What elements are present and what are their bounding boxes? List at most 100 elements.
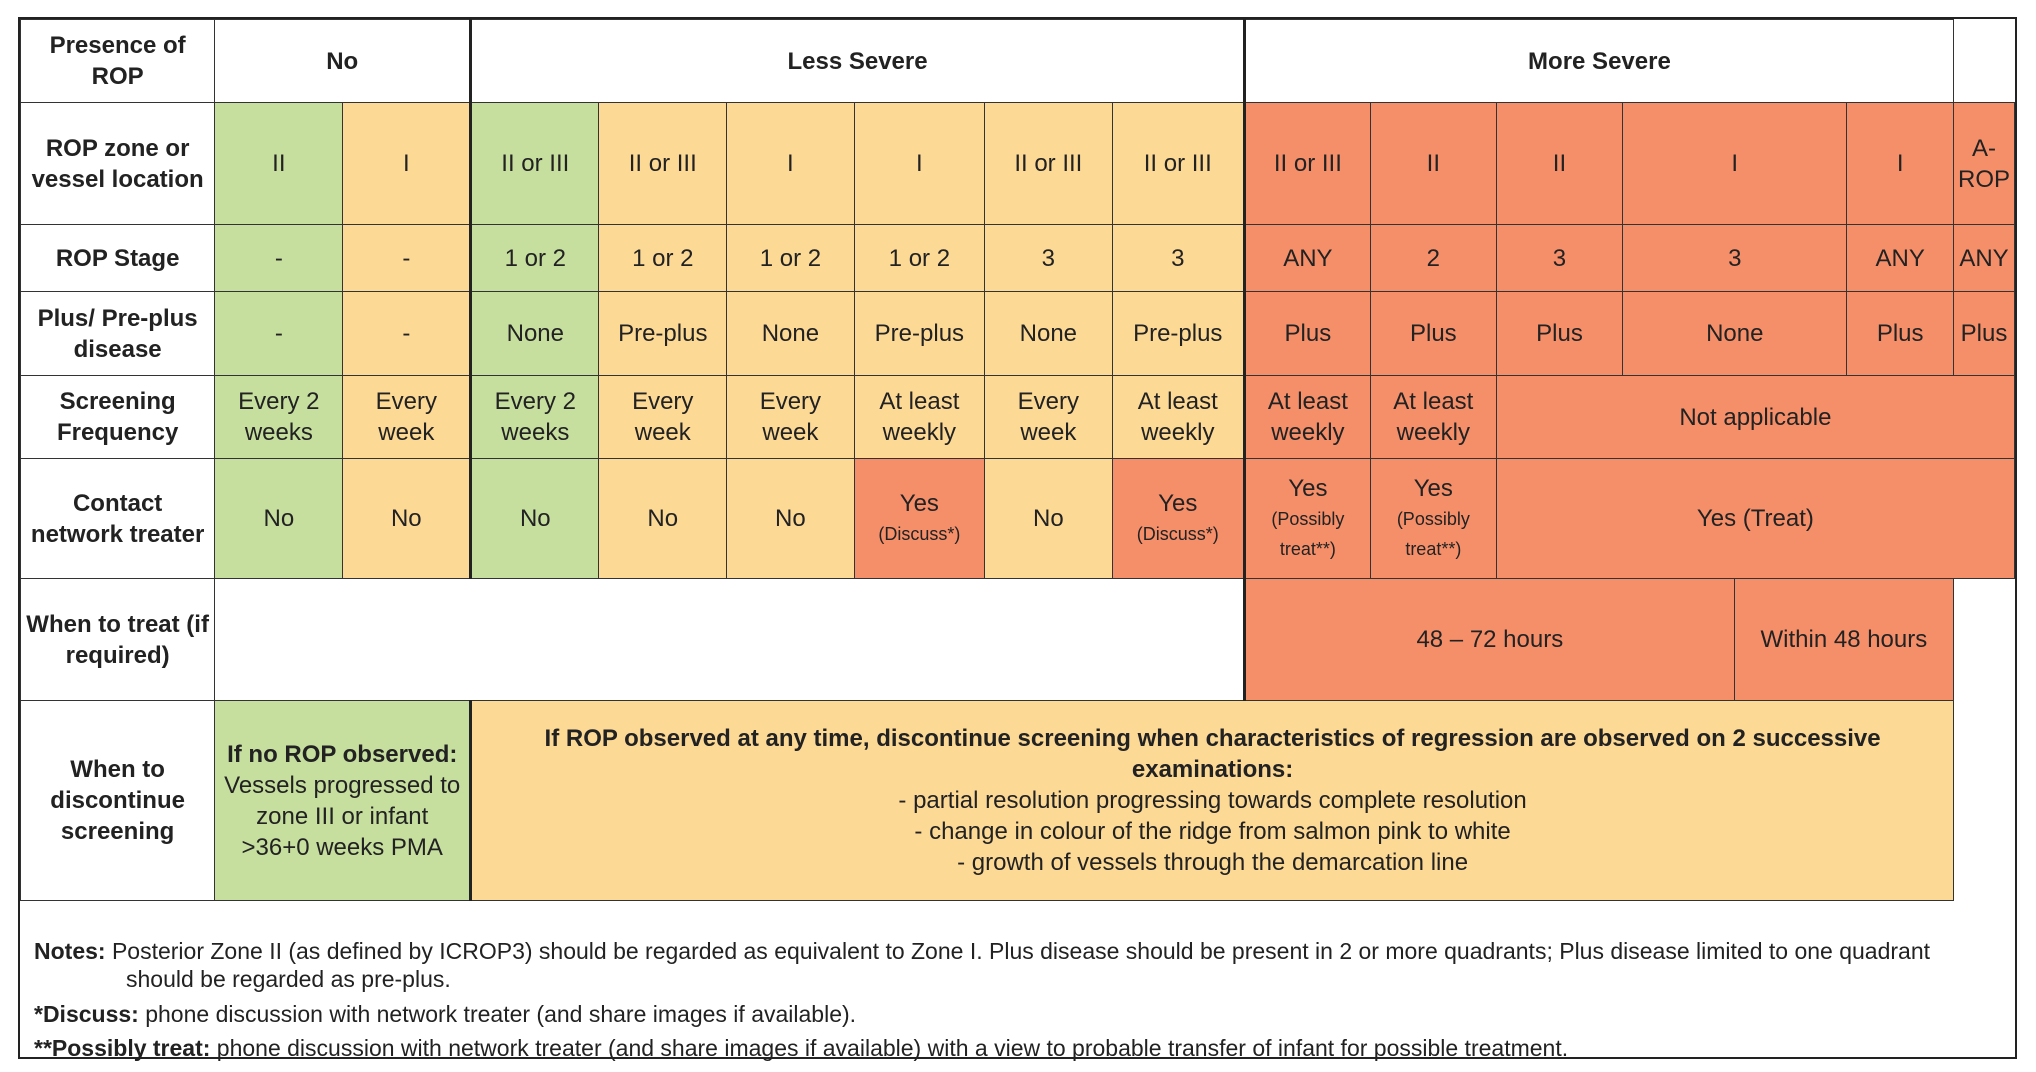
rop-screening-table-frame: Presence of ROP No Less Severe More Seve…	[18, 17, 2017, 1062]
frequency-cell: At least weekly	[1369, 375, 1497, 459]
stage-cell: 3	[1495, 224, 1624, 292]
row-zone: ROP zone or vessel location II I II or I…	[19, 102, 2016, 225]
frequency-cell: At least weekly	[1242, 375, 1371, 459]
plus-cell: -	[342, 291, 472, 376]
frequency-cell: Not applicable	[1495, 375, 2016, 459]
stage-cell: 1 or 2	[726, 224, 855, 292]
note-discuss: *Discuss: phone discussion with network …	[34, 1000, 2001, 1028]
discontinue-rop-observed: If ROP observed at any time, discontinue…	[469, 700, 1954, 901]
plus-cell: -	[214, 291, 344, 376]
rop-screening-table: Presence of ROP No Less Severe More Seve…	[19, 19, 2016, 901]
group-less-severe: Less Severe	[469, 19, 1245, 103]
row-label-zone: ROP zone or vessel location	[19, 102, 216, 225]
note-label: *Discuss:	[34, 1001, 139, 1027]
stage-cell: ANY	[1952, 224, 2016, 292]
when-treat-empty	[214, 578, 1245, 701]
zone-cell: II	[214, 102, 344, 225]
frequency-cell: Every week	[726, 375, 855, 459]
group-no: No	[214, 19, 472, 103]
stage-cell: 3	[1111, 224, 1245, 292]
note-label: **Possibly treat:	[34, 1035, 211, 1061]
contact-discuss-note: (Discuss*)	[878, 524, 961, 544]
row-label-stage: ROP Stage	[19, 224, 216, 292]
note-posterior-zone: Notes: Posterior Zone II (as defined by …	[34, 937, 2001, 993]
row-plus: Plus/ Pre-plus disease - - None Pre-plus…	[19, 291, 2016, 376]
group-more-severe: More Severe	[1242, 19, 1954, 103]
zone-cell: I	[853, 102, 986, 225]
zone-cell: II or III	[469, 102, 600, 225]
contact-cell: No	[214, 458, 344, 579]
stage-cell: ANY	[1242, 224, 1371, 292]
row-label-frequency: Screening Frequency	[19, 375, 216, 459]
notes-section: Notes: Posterior Zone II (as defined by …	[20, 910, 2015, 1062]
zone-cell: II or III	[984, 102, 1113, 225]
discontinue-rop-title: If ROP observed at any time, discontinue…	[544, 725, 1881, 783]
contact-possibly-note: (Possibly treat**)	[1396, 509, 1470, 559]
stage-cell: 1 or 2	[469, 224, 600, 292]
plus-cell: Plus	[1242, 291, 1371, 376]
plus-cell: Plus	[1369, 291, 1497, 376]
stage-cell: -	[342, 224, 472, 292]
row-frequency: Screening Frequency Every 2 weeks Every …	[19, 375, 2016, 459]
note-text: phone discussion with network treater (a…	[138, 1001, 857, 1027]
plus-cell: None	[726, 291, 855, 376]
when-treat-48-72: 48 – 72 hours	[1242, 578, 1735, 701]
frequency-cell: At least weekly	[853, 375, 986, 459]
zone-cell: I	[1622, 102, 1848, 225]
contact-cell: No	[598, 458, 728, 579]
zone-cell: II	[1369, 102, 1497, 225]
row-label-discontinue: When to discontinue screening	[19, 700, 216, 901]
discontinue-bullet: - partial resolution progressing towards…	[898, 787, 1527, 814]
stage-cell: 2	[1369, 224, 1497, 292]
contact-cell: Yes (Discuss*)	[853, 458, 986, 579]
plus-cell: Plus	[1952, 291, 2016, 376]
row-presence: Presence of ROP No Less Severe More Seve…	[19, 19, 2015, 103]
zone-cell: I	[342, 102, 472, 225]
contact-yes: Yes	[899, 490, 939, 517]
plus-cell: None	[469, 291, 600, 376]
row-when-treat: When to treat (if required) 48 – 72 hour…	[19, 578, 2015, 701]
note-text: Posterior Zone II (as defined by ICROP3)…	[105, 938, 1931, 992]
discontinue-no-rop-body: Vessels progressed to zone III or infant…	[224, 771, 461, 861]
contact-cell: No	[342, 458, 472, 579]
zone-cell: I	[1846, 102, 1954, 225]
row-discontinue: When to discontinue screening If no ROP …	[19, 700, 2015, 901]
frequency-cell: Every week	[984, 375, 1113, 459]
stage-cell: -	[214, 224, 344, 292]
zone-cell: I	[726, 102, 855, 225]
note-text: phone discussion with network treater (a…	[210, 1035, 1569, 1061]
zone-cell: II or III	[598, 102, 728, 225]
frequency-cell: At least weekly	[1111, 375, 1245, 459]
frequency-cell: Every 2 weeks	[214, 375, 344, 459]
discontinue-no-rop: If no ROP observed: Vessels progressed t…	[214, 700, 472, 901]
plus-cell: Pre-plus	[598, 291, 728, 376]
discontinue-bullet: - change in colour of the ridge from sal…	[914, 818, 1511, 845]
row-label-presence: Presence of ROP	[19, 19, 216, 103]
note-possibly-treat: **Possibly treat: phone discussion with …	[34, 1034, 2001, 1062]
contact-yes: Yes	[1158, 490, 1198, 517]
stage-cell: ANY	[1846, 224, 1954, 292]
row-label-plus: Plus/ Pre-plus disease	[19, 291, 216, 376]
contact-discuss-note: (Discuss*)	[1136, 524, 1219, 544]
plus-cell: None	[1622, 291, 1848, 376]
zone-cell: II	[1495, 102, 1624, 225]
plus-cell: None	[984, 291, 1113, 376]
contact-cell: No	[984, 458, 1113, 579]
frequency-cell: Every week	[342, 375, 472, 459]
row-contact: Contact network treater No No No No No Y…	[19, 458, 2016, 579]
frequency-cell: Every week	[598, 375, 728, 459]
contact-cell: Yes (Discuss*)	[1111, 458, 1245, 579]
zone-cell: A-ROP	[1952, 102, 2016, 225]
zone-cell: II or III	[1111, 102, 1245, 225]
contact-yes: Yes	[1413, 475, 1453, 502]
discontinue-bullet: - growth of vessels through the demarcat…	[957, 849, 1469, 876]
stage-cell: 1 or 2	[853, 224, 986, 292]
contact-cell: Yes (Possibly treat**)	[1242, 458, 1371, 579]
contact-possibly-note: (Possibly treat**)	[1271, 509, 1345, 559]
plus-cell: Plus	[1846, 291, 1954, 376]
stage-cell: 3	[984, 224, 1113, 292]
zone-cell: II or III	[1242, 102, 1371, 225]
frequency-cell: Every 2 weeks	[469, 375, 600, 459]
discontinue-no-rop-title: If no ROP observed:	[227, 740, 458, 768]
row-label-contact: Contact network treater	[19, 458, 216, 579]
